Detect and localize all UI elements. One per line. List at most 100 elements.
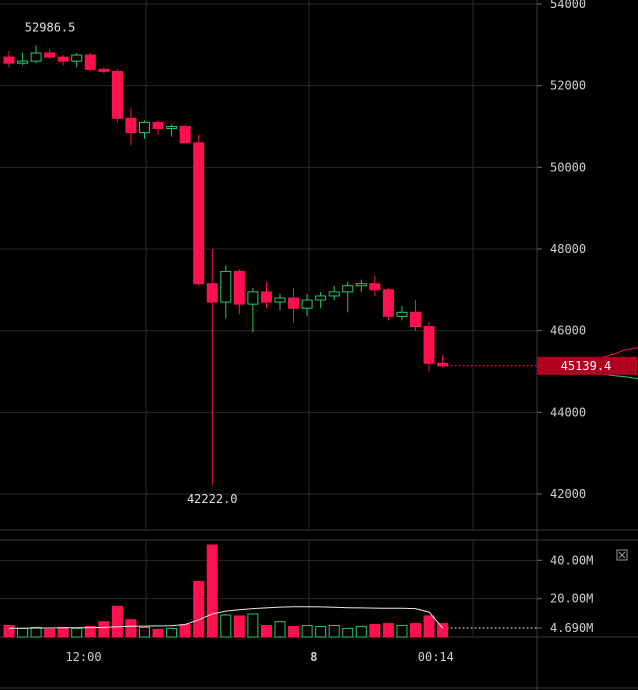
volume-bar <box>30 626 42 638</box>
candle <box>315 291 327 309</box>
candle-body <box>342 285 354 293</box>
candle <box>396 306 408 321</box>
volume-bar <box>328 625 340 638</box>
candle-body <box>152 121 164 130</box>
volume-bar <box>423 615 435 638</box>
volume-bar <box>111 605 123 638</box>
candle-body <box>139 121 150 134</box>
candle <box>382 287 394 321</box>
candle-body <box>3 56 15 64</box>
volume-bar <box>125 619 137 638</box>
candle-body <box>369 283 381 291</box>
candle <box>193 134 205 286</box>
candle <box>30 45 42 64</box>
time-tick-label: 00:14 <box>418 650 454 664</box>
candle-body <box>410 311 421 328</box>
volume-bar <box>57 626 69 638</box>
candle <box>57 55 69 66</box>
volume-bars <box>3 544 449 638</box>
candle-body <box>44 52 56 58</box>
candle-body <box>98 68 110 72</box>
candle-body <box>30 52 42 62</box>
candle <box>410 300 421 331</box>
upper-band-line <box>599 347 638 359</box>
candle <box>247 287 259 333</box>
candle <box>260 281 272 309</box>
candle-body <box>396 311 408 317</box>
volume-bar <box>260 625 272 638</box>
time-tick-label: 12:00 <box>65 650 101 664</box>
candle-body <box>111 70 123 119</box>
price-tick-label: 50000 <box>550 160 586 174</box>
candle <box>301 293 313 317</box>
volume-bar <box>315 625 327 638</box>
candle <box>98 67 110 74</box>
candle-body <box>315 295 327 301</box>
candle-body <box>193 142 205 285</box>
candle-body <box>206 283 218 303</box>
candle <box>139 120 150 139</box>
candle-body <box>247 291 259 305</box>
price-tick-label: 52000 <box>550 79 586 93</box>
volume-tick-label: 4.690M <box>550 621 593 635</box>
candle <box>220 265 232 319</box>
candle <box>233 269 245 315</box>
candle-body <box>288 297 300 309</box>
volume-bar <box>233 615 245 638</box>
candle-body <box>328 291 340 297</box>
candle <box>152 120 164 135</box>
candle-body <box>274 297 286 303</box>
candle <box>342 281 354 313</box>
volume-bar <box>71 627 83 638</box>
volume-bar <box>382 623 394 638</box>
volume-axis: 40.00M 20.00M 4.690M <box>537 553 593 635</box>
volume-tick-label: 20.00M <box>550 592 593 606</box>
candle-body <box>233 270 245 305</box>
volume-bar <box>396 625 408 638</box>
volume-bar <box>355 625 367 638</box>
volume-bar <box>301 625 313 638</box>
volume-moving-average-line <box>8 606 443 629</box>
candle <box>274 293 286 311</box>
candle <box>423 322 435 372</box>
volume-bar <box>152 628 164 638</box>
volume-bar <box>17 627 29 638</box>
candle <box>206 249 218 485</box>
candle <box>125 108 137 145</box>
high-price-annotation: 52986.5 <box>25 20 76 34</box>
candle-body <box>179 126 191 144</box>
candle-body <box>220 270 232 303</box>
candle <box>111 69 123 123</box>
volume-bar <box>98 621 110 638</box>
volume-bar <box>206 544 218 638</box>
candle <box>17 53 29 66</box>
volume-pane-close-icon[interactable] <box>616 549 628 561</box>
candle <box>3 50 15 68</box>
candle-body <box>84 54 96 70</box>
volume-bar <box>342 627 354 638</box>
volume-bar <box>44 628 56 638</box>
candle-body <box>355 283 367 287</box>
candle <box>166 124 178 137</box>
candle-body <box>166 126 178 130</box>
volume-bar <box>220 614 232 638</box>
candle-body <box>71 54 83 62</box>
price-tick-label: 42000 <box>550 487 586 501</box>
volume-bar <box>369 624 381 638</box>
candle <box>84 53 96 72</box>
candle <box>44 48 56 60</box>
volume-bar <box>179 624 191 638</box>
candle <box>369 275 381 296</box>
last-price-tag: 45139.4 <box>537 356 637 375</box>
candle-body <box>125 117 137 134</box>
candle-body <box>17 60 29 64</box>
volume-bar <box>139 626 150 638</box>
price-tick-label: 44000 <box>550 405 586 419</box>
price-tick-label: 54000 <box>550 0 586 11</box>
candle-body <box>260 291 272 303</box>
volume-tick-label: 40.00M <box>550 553 593 567</box>
lower-band-line <box>599 373 638 380</box>
volume-bar <box>437 623 449 638</box>
